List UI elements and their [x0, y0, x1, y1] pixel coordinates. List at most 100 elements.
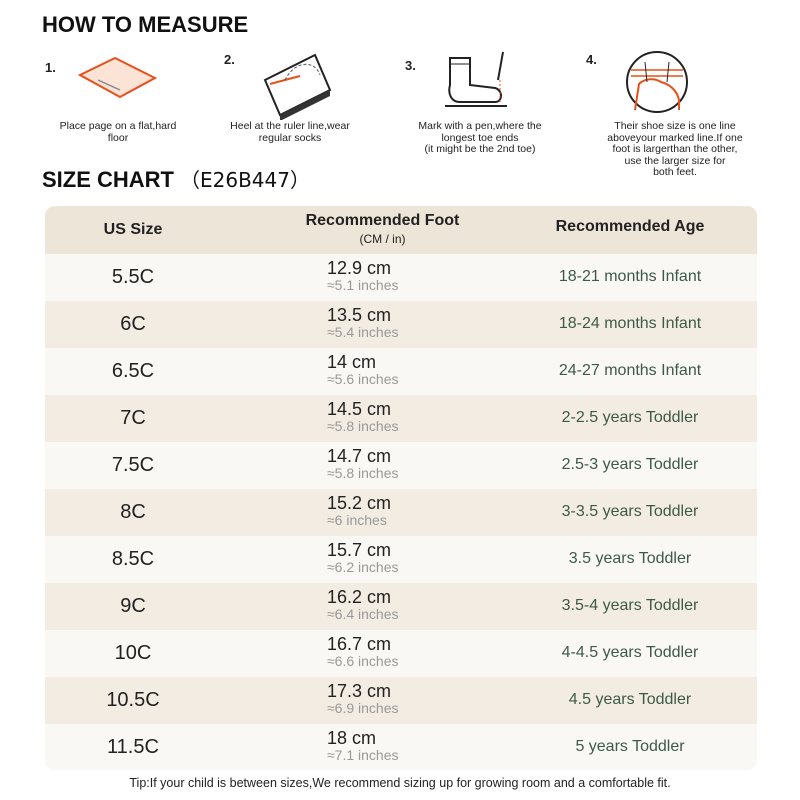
step-line: longest toe ends [441, 131, 519, 144]
header-size: US Size [103, 221, 163, 238]
foot-length: 16.2 cm ≈6.4 inches [327, 588, 399, 622]
step-line: regular socks [258, 131, 322, 144]
foot-length: 15.2 cm ≈6 inches [327, 494, 391, 528]
header-age: Recommended Age [555, 218, 705, 235]
foot-cm: 12.9 cm [327, 258, 392, 278]
step-line: use the larger size for [624, 154, 726, 167]
age-range: 2.5-3 years Toddler [561, 456, 699, 473]
age-range: 3.5-4 years Toddler [561, 597, 699, 614]
tip: Tip:If your child is between sizes,We re… [129, 776, 671, 790]
foot-cm: 14.5 cm [327, 399, 392, 419]
foot-length: 14.7 cm ≈5.8 inches [327, 447, 399, 481]
step-line: aboveyour marked line.If one [607, 131, 743, 144]
us-size: 6.5C [111, 360, 155, 382]
table-row: 8.5C 15.7 cm ≈6.2 inches 3.5 years Toddler [45, 536, 757, 583]
table-row: 6C 13.5 cm ≈5.4 inches 18-24 months Infant [45, 301, 757, 348]
foot-length: 18 cm ≈7.1 inches [327, 729, 399, 763]
foot-inches: ≈5.8 inches [327, 465, 399, 481]
age-range: 24-27 months Infant [558, 362, 702, 379]
table-row: 7C 14.5 cm ≈5.8 inches 2-2.5 years Toddler [45, 395, 757, 442]
size-table: US Size Recommended Foot (CM / in) Recom… [45, 206, 757, 770]
foot-inches: ≈6.2 inches [327, 559, 399, 575]
header-title: HOW TO MEASURE [42, 12, 249, 37]
step-line: (it might be the 2nd toe) [424, 143, 536, 155]
foot-inches: ≈5.6 inches [327, 371, 399, 387]
table-row: 6.5C 14 cm ≈5.6 inches 24-27 months Infant [45, 348, 757, 395]
foot-cm: 13.5 cm [327, 305, 392, 325]
table-row: 7.5C 14.7 cm ≈5.8 inches 2.5-3 years Toddle… [45, 442, 757, 489]
icon-toes [626, 51, 688, 113]
step-line: floor [107, 131, 129, 144]
table-header: US Size Recommended Foot (CM / in) Recom… [45, 206, 757, 254]
foot-cm: 15.7 cm [327, 540, 392, 560]
foot-inches: ≈6.4 inches [327, 606, 399, 622]
table-row: 8C 15.2 cm ≈6 inches 3-3.5 years Toddler [45, 489, 757, 536]
us-size: 7.5C [111, 454, 155, 476]
size-chart-title: SIZE CHART [42, 167, 174, 192]
us-size: 10.5C [106, 689, 160, 711]
foot-cm: 14.7 cm [327, 446, 392, 466]
foot-length: 16.7 cm ≈6.6 inches [327, 635, 399, 669]
foot-inches: ≈5.1 inches [327, 277, 399, 293]
us-size: 10C [114, 642, 152, 664]
step-number: 2. [224, 52, 235, 67]
icon-page [77, 56, 158, 99]
foot-length: 12.9 cm ≈5.1 inches [327, 259, 399, 293]
foot-cm: 16.2 cm [327, 587, 392, 607]
foot-length: 17.3 cm ≈6.9 inches [327, 682, 399, 716]
foot-inches: ≈6.6 inches [327, 653, 399, 669]
age-range: 5 years Toddler [575, 738, 685, 755]
us-size: 6C [120, 313, 146, 335]
step-icons [77, 51, 688, 120]
foot-cm: 16.7 cm [327, 634, 392, 654]
age-range: 18-21 months Infant [558, 268, 702, 285]
icon-sock [445, 51, 507, 107]
foot-inches: ≈6 inches [327, 512, 387, 528]
table-row: 11.5C 18 cm ≈7.1 inches 5 years Toddler [45, 724, 757, 770]
size-chart-heading: SIZE CHART （E26B447） [42, 164, 310, 193]
us-size: 8.5C [111, 548, 155, 570]
us-size: 5.5C [111, 266, 155, 288]
age-range: 4-4.5 years Toddler [561, 644, 699, 661]
step-line: both feet. [653, 166, 697, 178]
table-row: 9C 16.2 cm ≈6.4 inches 3.5-4 years Toddler [45, 583, 757, 630]
foot-cm: 15.2 cm [327, 493, 392, 513]
step-line: foot is largerthan the other, [612, 143, 738, 155]
age-range: 18-24 months Infant [558, 315, 702, 332]
step-line: Heel at the ruler line,wear [230, 120, 350, 132]
foot-inches: ≈5.4 inches [327, 324, 399, 340]
us-size: 11.5C [107, 736, 159, 758]
age-range: 4.5 years Toddler [568, 691, 692, 708]
foot-length: 14.5 cm ≈5.8 inches [327, 400, 399, 434]
foot-inches: ≈5.8 inches [327, 418, 399, 434]
step-line: Their shoe size is one line [614, 120, 736, 132]
foot-cm: 18 cm [327, 728, 377, 748]
foot-cm: 17.3 cm [327, 681, 392, 701]
step-number: 3. [405, 58, 416, 73]
us-size: 7C [120, 407, 146, 429]
step-line: Place page on a flat,hard [59, 120, 177, 132]
us-size: 9C [120, 595, 146, 617]
step-text: Their shoe size is one line aboveyour mar… [595, 120, 755, 179]
table-row: 10.5C 17.3 cm ≈6.9 inches 4.5 years Toddler [45, 677, 757, 724]
header-foot-unit: (CM / in) [359, 232, 406, 246]
us-size: 8C [120, 501, 146, 523]
foot-inches: ≈6.9 inches [327, 700, 399, 716]
age-range: 3-3.5 years Toddler [561, 503, 699, 520]
foot-length: 13.5 cm ≈5.4 inches [327, 306, 399, 340]
icon-heel [263, 53, 332, 120]
step-line: Mark with a pen,where the [418, 120, 542, 132]
foot-cm: 14 cm [327, 352, 377, 372]
foot-length: 15.7 cm ≈6.2 inches [327, 541, 399, 575]
step-text: Mark with a pen,where the longest toe end… [400, 120, 560, 156]
step-number: 4. [586, 52, 597, 67]
table-row: 10C 16.7 cm ≈6.6 inches 4-4.5 years Toddler [45, 630, 757, 677]
age-range: 2-2.5 years Toddler [561, 409, 699, 426]
step-number: 1. [45, 60, 56, 75]
foot-inches: ≈7.1 inches [327, 747, 399, 763]
table-row: 5.5C 12.9 cm ≈5.1 inches 18-21 months Infan… [45, 254, 757, 301]
age-range: 3.5 years Toddler [568, 550, 692, 567]
size-chart-code: （E26B447） [180, 168, 310, 192]
step-text: Heel at the ruler line,wear regular socks [210, 120, 370, 144]
